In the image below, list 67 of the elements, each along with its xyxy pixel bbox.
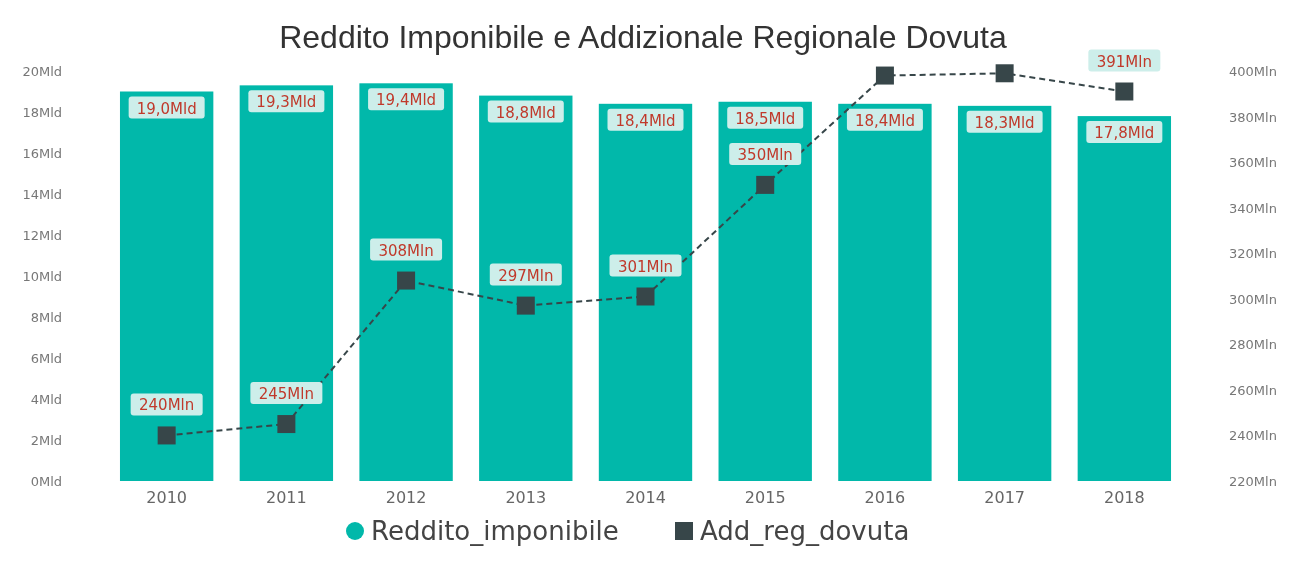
data-label: 19,0Mld — [136, 99, 197, 118]
data-label: 18,4Mld — [854, 111, 915, 130]
y2-tick-label: 400Mln — [1229, 64, 1277, 79]
y-tick-label: 16Mld — [22, 146, 62, 161]
bar — [1077, 116, 1172, 481]
x-tick-label: 2014 — [625, 488, 666, 507]
y-tick-label: 14Mld — [22, 187, 62, 202]
y2-tick-label: 320Mln — [1229, 246, 1277, 262]
y2-tick-label: 260Mln — [1229, 382, 1277, 398]
data-label: 240Mln — [139, 396, 195, 415]
x-tick-label: 2015 — [744, 488, 786, 507]
y2-tick-label: 300Mln — [1229, 291, 1277, 307]
data-label: 350Mln — [737, 145, 793, 164]
x-tick-label: 2012 — [385, 488, 427, 507]
y2-tick-label: 340Mln — [1229, 200, 1277, 216]
x-tick-label: 2013 — [505, 488, 547, 507]
data-label: 18,8Mld — [495, 103, 556, 122]
x-tick-label: 2011 — [266, 488, 307, 507]
point — [756, 175, 775, 194]
x-tick-label: 2010 — [146, 488, 188, 507]
bar — [119, 91, 214, 481]
point — [1115, 82, 1134, 101]
point — [516, 296, 535, 315]
legend-label: Reddito_imponibile — [371, 516, 619, 546]
y-tick-label: 8Mld — [30, 310, 62, 325]
point — [277, 415, 296, 434]
y2-tick-label: 380Mln — [1229, 109, 1277, 125]
point — [397, 271, 416, 290]
data-label: 245Mln — [258, 385, 314, 404]
y-tick-label: 6Mld — [30, 351, 62, 366]
data-label: 18,4Mld — [615, 111, 676, 130]
y-tick-label: 0Mld — [30, 474, 62, 489]
legend-label: Add_reg_dovuta — [700, 516, 910, 546]
data-label: 18,3Mld — [974, 113, 1035, 132]
y-tick-label: 12Mld — [22, 228, 62, 243]
y-tick-label: 18Mld — [22, 105, 62, 120]
x-tick-label: 2017 — [984, 488, 1025, 507]
bar — [838, 103, 932, 481]
data-label: 19,3Mld — [256, 93, 317, 112]
data-label: 18,5Mld — [735, 109, 796, 128]
x-tick-label: 2016 — [864, 488, 906, 507]
bar — [239, 85, 334, 481]
bar — [957, 105, 1052, 481]
chart-title: Reddito Imponibile e Addizionale Regionale Dovuta — [279, 19, 1007, 55]
data-label: 17,8Mld — [1094, 124, 1155, 143]
data-label: 297Mln — [498, 266, 554, 285]
y-tick-label: 4Mld — [30, 392, 62, 407]
data-label: 19,4Mld — [376, 91, 437, 110]
bar — [479, 95, 573, 481]
data-label: 308Mln — [378, 241, 434, 260]
y-tick-label: 20Mld — [22, 64, 62, 79]
bar — [359, 83, 453, 481]
data-label: 301Mln — [617, 257, 674, 276]
x-tick-label: 2018 — [1103, 488, 1145, 507]
point — [636, 287, 655, 306]
y2-tick-label: 280Mln — [1229, 337, 1277, 353]
data-label: 391Mln — [1096, 52, 1152, 71]
y2-tick-label: 360Mln — [1229, 155, 1277, 171]
bar — [598, 103, 693, 481]
point — [995, 64, 1014, 83]
bar — [718, 101, 812, 481]
y2-tick-label: 220Mln — [1229, 474, 1277, 489]
y2-tick-label: 240Mln — [1229, 428, 1277, 444]
point — [157, 426, 176, 445]
y-tick-label: 2Mld — [30, 433, 62, 448]
point — [875, 66, 894, 85]
y-tick-label: 10Mld — [22, 269, 62, 284]
